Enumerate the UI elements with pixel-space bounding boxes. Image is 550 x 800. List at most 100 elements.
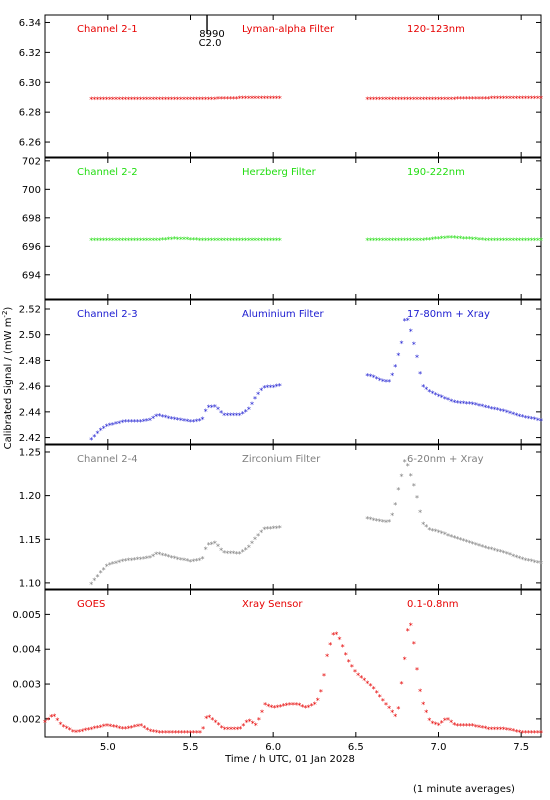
panel-filter: Zirconium Filter [242, 454, 321, 465]
data-point: * [228, 412, 232, 421]
data-point: * [424, 523, 428, 532]
data-point: * [139, 418, 143, 427]
data-point: * [114, 559, 118, 568]
data-point: * [415, 494, 419, 503]
data-point: * [505, 409, 509, 418]
data-point: * [471, 235, 475, 244]
data-point: * [434, 235, 438, 244]
data-point: * [68, 726, 72, 735]
data-point: * [527, 237, 531, 246]
data-point: * [102, 237, 106, 246]
data-point: * [157, 551, 161, 560]
data-point: * [384, 378, 388, 387]
data-point: * [229, 725, 233, 734]
data-point: * [46, 716, 50, 725]
y-tick-label: 6.26 [19, 138, 41, 149]
data-point: * [409, 237, 413, 246]
data-point: * [511, 237, 515, 246]
data-point: * [254, 721, 258, 730]
panel-frame [44, 444, 542, 590]
data-point: * [235, 412, 239, 421]
data-point: * [269, 383, 273, 392]
data-point: * [93, 725, 97, 734]
data-point: * [396, 95, 400, 104]
data-point: * [493, 405, 497, 414]
data-point: * [223, 725, 227, 734]
data-point: * [90, 725, 94, 734]
data-point: * [365, 95, 369, 104]
data-point: * [381, 377, 385, 386]
data-point: * [262, 94, 266, 103]
data-point: * [524, 414, 528, 423]
panel-name: GOES [77, 599, 105, 610]
data-point: * [99, 237, 103, 246]
data-point: * [152, 728, 156, 737]
data-point: * [458, 722, 462, 731]
data-point: * [272, 704, 276, 713]
data-point: * [52, 713, 56, 722]
data-point: * [179, 417, 183, 426]
data-point: * [260, 708, 264, 717]
data-point: * [359, 674, 363, 683]
data-point: * [415, 353, 419, 362]
data-point: * [139, 95, 143, 104]
data-point: * [244, 408, 248, 417]
data-point: * [458, 95, 462, 104]
data-point: * [421, 521, 425, 530]
data-point: * [244, 237, 248, 246]
data-point: * [179, 95, 183, 104]
data-point: * [80, 727, 84, 736]
data-point: * [443, 716, 447, 725]
data-point: * [163, 95, 167, 104]
x-tick-label: 6.5 [348, 742, 364, 753]
data-point: * [440, 95, 444, 104]
data-point: * [458, 399, 462, 408]
data-point: * [179, 729, 183, 738]
data-point: * [384, 95, 388, 104]
data-point: * [486, 95, 490, 104]
data-point: * [197, 557, 201, 566]
data-point: * [362, 677, 366, 686]
data-point: * [427, 716, 431, 725]
data-point: * [96, 724, 100, 733]
data-point: * [136, 722, 140, 731]
data-point: * [105, 563, 109, 572]
data-point: * [186, 729, 190, 738]
y-tick-label: 6.30 [19, 78, 41, 89]
data-point: * [191, 418, 195, 427]
data-point: * [108, 422, 112, 431]
data-point: * [238, 550, 242, 559]
data-point: * [483, 403, 487, 412]
data-point: * [483, 725, 487, 734]
y-tick-label: 2.42 [19, 433, 41, 444]
data-point: * [192, 729, 196, 738]
x-tick-label: 6.0 [265, 742, 281, 753]
data-point: * [530, 237, 534, 246]
data-point: * [253, 237, 257, 246]
data-point: * [265, 383, 269, 392]
data-point: * [530, 558, 534, 567]
data-point: * [235, 237, 239, 246]
data-point: * [486, 237, 490, 246]
data-point: * [195, 729, 199, 738]
data-point: * [539, 560, 543, 569]
data-point: * [524, 729, 528, 738]
data-point: * [452, 534, 456, 543]
data-point: * [62, 723, 66, 732]
data-point: * [393, 713, 397, 722]
data-point: * [443, 95, 447, 104]
data-point: * [148, 237, 152, 246]
data-point: * [440, 719, 444, 728]
data-point: * [486, 404, 490, 413]
data-point: * [527, 557, 531, 566]
data-point: * [197, 236, 201, 245]
data-point: * [189, 729, 193, 738]
data-point: * [136, 237, 140, 246]
data-point: * [468, 722, 472, 731]
data-point: * [207, 404, 211, 413]
data-point: * [269, 237, 273, 246]
data-point: * [74, 729, 78, 738]
data-point: * [188, 95, 192, 104]
data-point: * [511, 94, 515, 103]
data-point: * [434, 721, 438, 730]
